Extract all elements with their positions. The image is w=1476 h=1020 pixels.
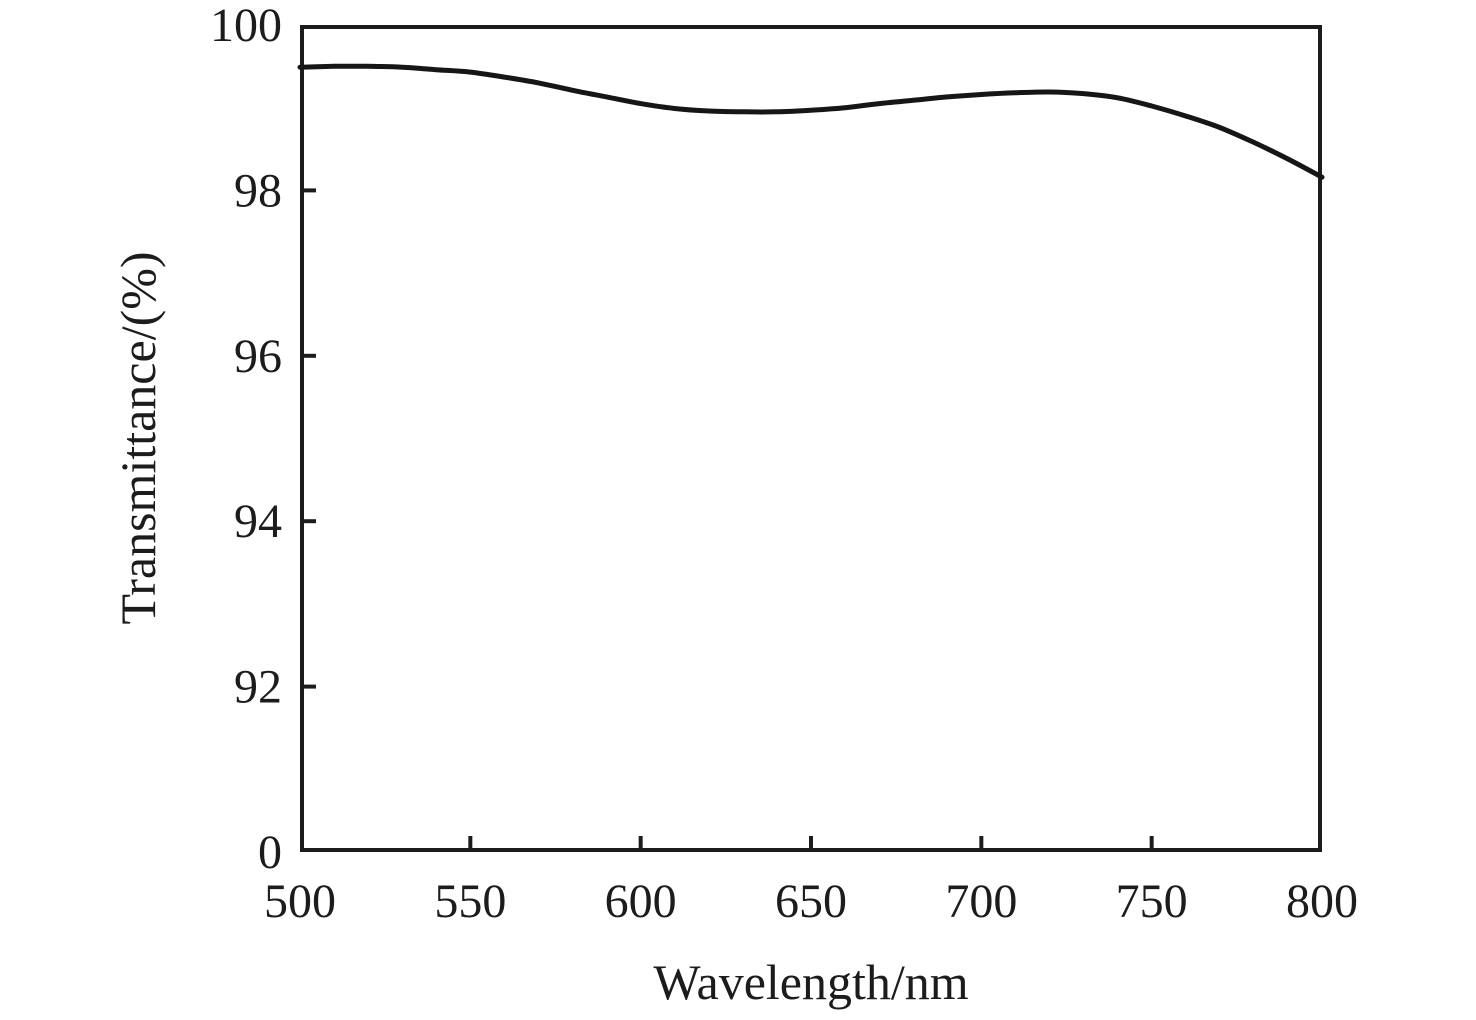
x-tick-label: 750 xyxy=(1116,875,1188,928)
y-tick-label: 94 xyxy=(234,495,282,548)
y-tick-label: 0 xyxy=(258,826,282,879)
y-tick-label: 98 xyxy=(234,164,282,217)
y-tick-label: 92 xyxy=(234,661,282,714)
y-tick-label: 100 xyxy=(210,0,282,52)
x-tick-label: 650 xyxy=(775,875,847,928)
x-axis-title: Wavelength/nm xyxy=(653,954,968,1010)
x-tick-labels: 500 550 600 650 700 750 800 xyxy=(264,875,1358,928)
x-tick-label: 800 xyxy=(1286,875,1358,928)
x-tick-marks xyxy=(468,836,1154,850)
plot-border xyxy=(300,25,1322,852)
x-tick-label: 500 xyxy=(264,875,336,928)
transmittance-curve xyxy=(297,63,1325,180)
y-tick-labels: 100 98 96 94 92 0 xyxy=(210,0,282,879)
x-tick-label: 600 xyxy=(605,875,677,928)
x-tick-label: 700 xyxy=(945,875,1017,928)
y-tick-label: 96 xyxy=(234,330,282,383)
x-tick-label: 550 xyxy=(434,875,506,928)
y-axis-title: Transmittance/(%) xyxy=(110,251,166,624)
y-tick-marks xyxy=(302,188,316,689)
